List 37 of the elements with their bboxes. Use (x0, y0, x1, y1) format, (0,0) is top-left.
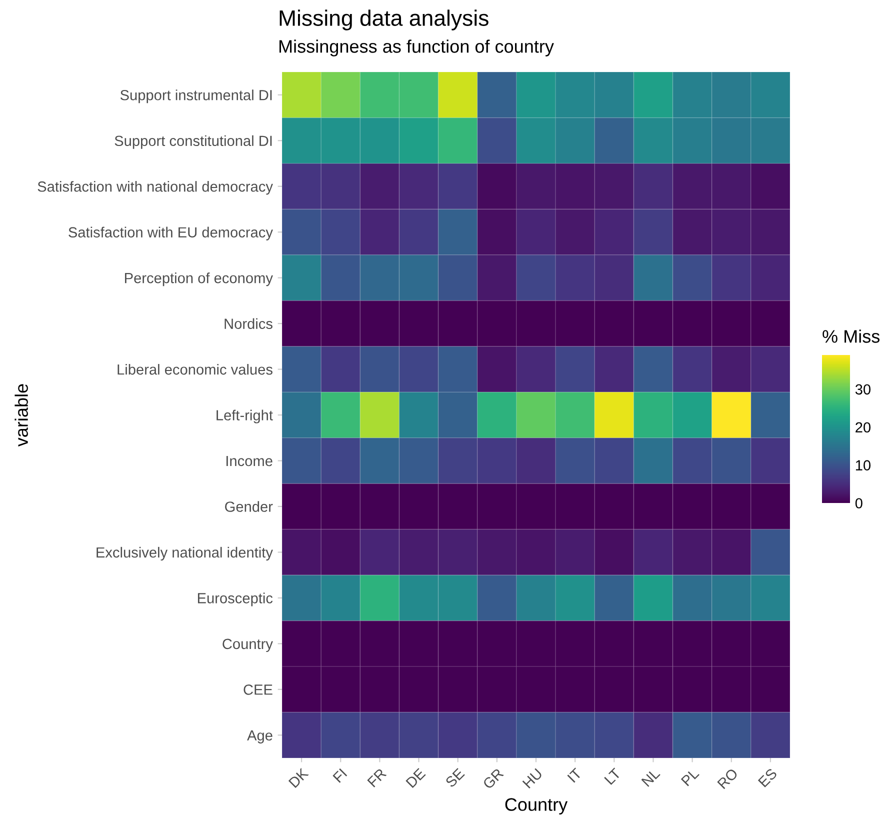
x-tick-label: DK (288, 768, 309, 788)
y-tick-label: Country (222, 638, 273, 652)
color-bar-label: 30 (855, 384, 871, 395)
x-tick-label: DE (406, 768, 426, 788)
y-tick-label: Liberal economic values (118, 364, 272, 375)
x-tick-label: IT (567, 768, 582, 783)
y-tick-label: Age (247, 730, 272, 744)
x-tick-label: PL (680, 768, 700, 786)
y-axis-title: variable (14, 384, 28, 447)
y-tick-label: Satisfaction with national democracy (38, 181, 273, 195)
y-tick-label: Support instrumental DI (120, 90, 272, 104)
x-tick-label: NL (641, 768, 660, 787)
x-tick-label: GR (482, 768, 504, 790)
y-tick-label: Income (226, 456, 272, 466)
color-bar-label: 20 (856, 422, 871, 433)
x-tick-label: ES (758, 768, 778, 788)
color-bar-label: 0 (855, 498, 862, 508)
x-tick-label: FI (332, 768, 348, 783)
y-tick-label: Support constitutional DI (114, 135, 272, 149)
x-tick-label: FR (367, 768, 387, 788)
chart-title: Missing data analysis (280, 10, 488, 30)
y-tick-label: Left-right (216, 410, 273, 424)
y-tick-label: CEE (244, 684, 272, 695)
y-tick-label: Eurosceptic (198, 592, 273, 606)
y-tick-label: Perception of economy (125, 272, 273, 286)
color-bar-title: % Miss (822, 330, 880, 343)
x-tick-label: RO (717, 768, 738, 790)
y-tick-label: Nordics (224, 318, 272, 329)
x-tick-label: HU (522, 768, 543, 789)
x-axis-title: Country (505, 798, 568, 814)
x-tick-label: LT (604, 768, 622, 785)
color-bar-label: 10 (856, 460, 871, 470)
y-tick-label: Satisfaction with EU democracy (68, 226, 273, 240)
chart-subtitle: Missingness as function of country (279, 40, 554, 56)
y-tick-label: Gender (225, 501, 273, 512)
y-tick-label: Exclusively national identity (96, 546, 273, 561)
x-tick-label: SE (444, 768, 465, 788)
